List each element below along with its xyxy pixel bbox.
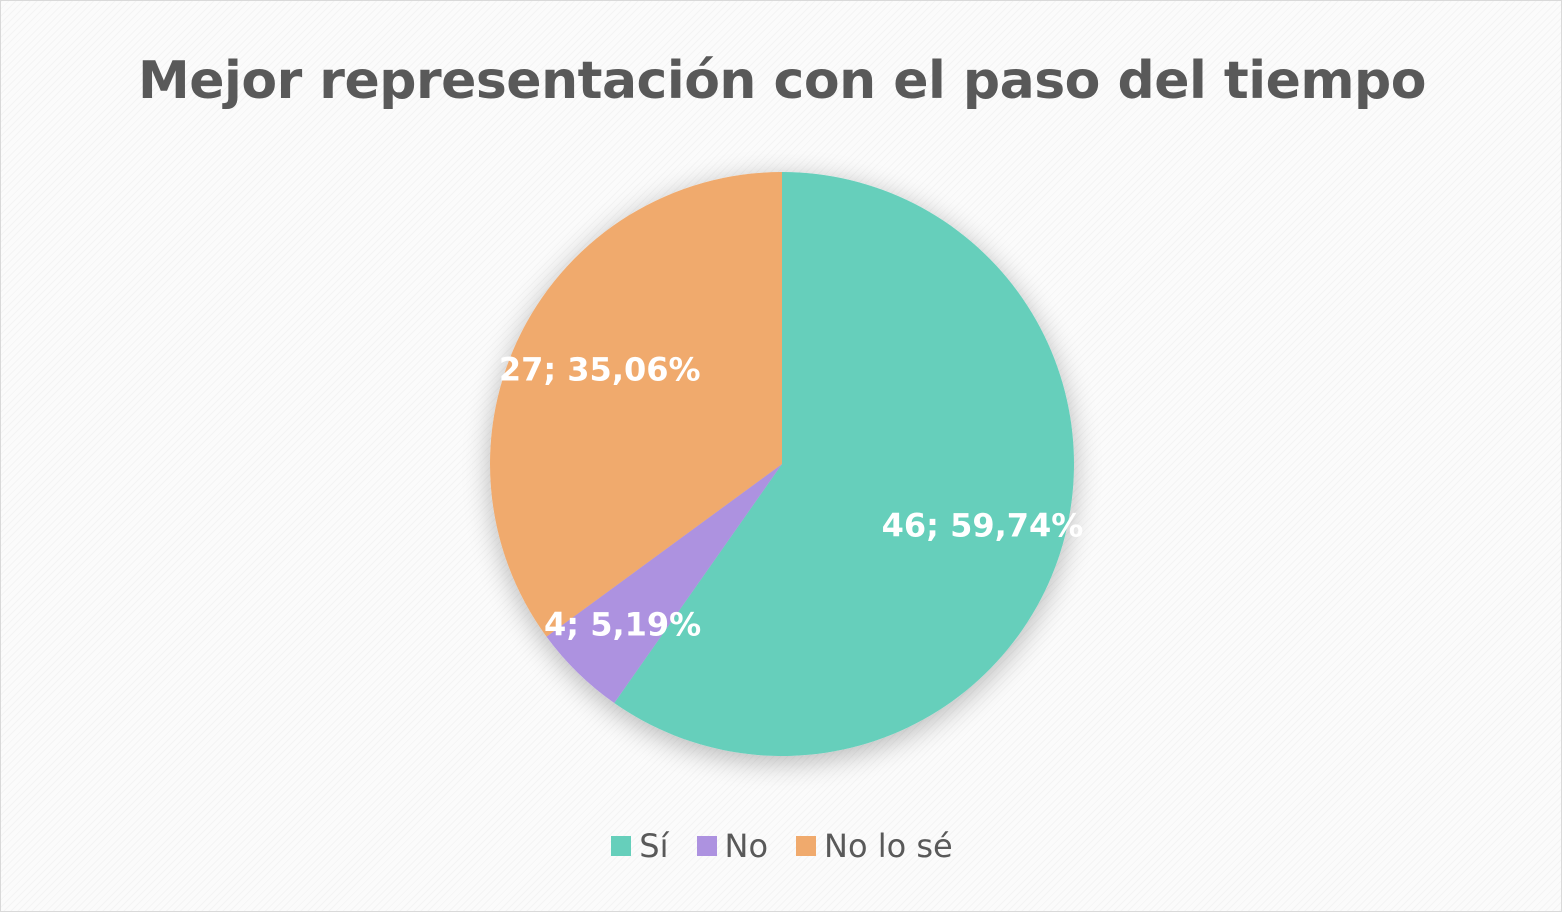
chart-title: Mejor representación con el paso del tie… — [138, 51, 1427, 111]
data-label-no-lo-se: 27; 35,06% — [499, 351, 701, 389]
pie-slice-no-lo-se — [489, 171, 782, 637]
legend-swatch-si — [611, 836, 632, 856]
legend-label-si: Sí — [639, 827, 669, 865]
data-label-si: 46; 59,74% — [882, 506, 1084, 544]
legend-item-no: No — [696, 827, 769, 865]
legend-label-no-lo-se: No lo sé — [824, 827, 953, 865]
pie-slice-no — [546, 464, 782, 704]
legend-label-no: No — [724, 827, 769, 865]
pie-slice-si — [614, 172, 1074, 756]
data-label-no: 4; 5,19% — [544, 606, 701, 644]
legend: Sí No No lo sé — [1, 821, 1562, 871]
legend-swatch-no — [696, 836, 717, 856]
legend-item-si: Sí — [611, 827, 669, 865]
legend-swatch-no-lo-se — [796, 836, 817, 856]
legend-item-no-lo-se: No lo sé — [796, 827, 953, 865]
